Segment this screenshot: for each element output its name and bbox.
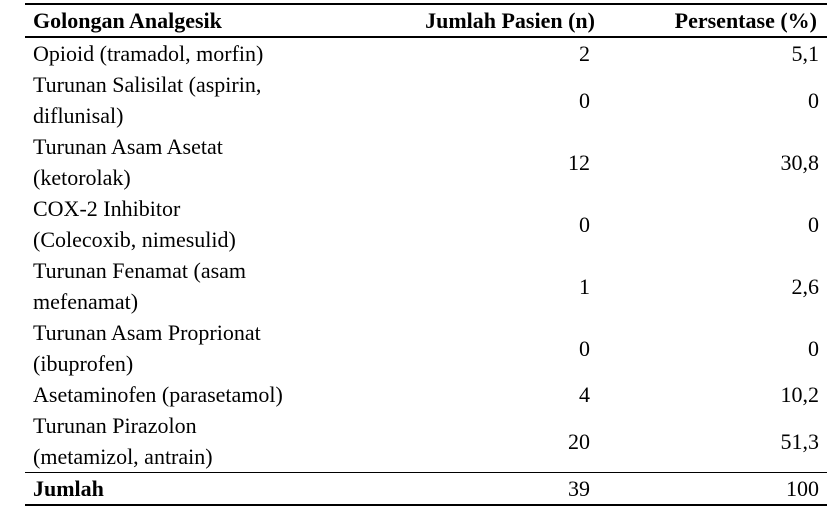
patient-count-cell: 20 <box>568 428 590 454</box>
table-row-cox2-inhibitor: COX-2 Inhibitor (Colecoxib, nimesulid) 0… <box>25 193 827 255</box>
total-label-cell: Jumlah <box>25 472 286 506</box>
patient-count-cell: 0 <box>579 87 590 113</box>
table-row-asam-proprionat: Turunan Asam Proprionat (ibuprofen) 0 0 <box>25 317 827 379</box>
table-row-opioid: Opioid (tramadol, morfin) 2 5,1 <box>25 37 827 69</box>
table-header: Golongan Analgesik Jumlah Pasien (n) Per… <box>25 3 827 38</box>
table-row-pirazolon: Turunan Pirazolon (metamizol, antrain) 2… <box>25 410 827 473</box>
patient-count-cell: 1 <box>579 273 590 299</box>
column-header-jumlah-pasien: Jumlah Pasien (n) <box>286 3 600 38</box>
table-row-asam-asetat: Turunan Asam Asetat (ketorolak) 12 30,8 <box>25 131 827 193</box>
table-row-asetaminofen: Asetaminofen (parasetamol) 4 10,2 <box>25 379 827 410</box>
analgesic-class-table: Golongan Analgesik Jumlah Pasien (n) Per… <box>25 3 827 506</box>
percentage-cell: 10,2 <box>780 382 820 407</box>
percentage-cell: 51,3 <box>780 428 820 454</box>
table-row-fenamat: Turunan Fenamat (asam mefenamat) 1 2,6 <box>25 255 827 317</box>
row-label-cell: Turunan Salisilat (aspirin, diflunisal) <box>33 72 262 128</box>
total-row: Jumlah 39 100 <box>25 472 827 506</box>
patient-count-cell: 2 <box>579 41 590 66</box>
patient-count-cell: 12 <box>568 149 590 175</box>
row-label-cell: Asetaminofen (parasetamol) <box>33 382 283 407</box>
header-row: Golongan Analgesik Jumlah Pasien (n) Per… <box>25 3 827 38</box>
percentage-cell: 0 <box>808 335 819 361</box>
percentage-cell: 0 <box>808 87 819 113</box>
row-label-cell: Opioid (tramadol, morfin) <box>33 41 264 66</box>
total-percentage-cell: 100 <box>600 472 827 506</box>
patient-count-cell: 0 <box>579 211 590 237</box>
total-patient-count-cell: 39 <box>286 472 600 506</box>
percentage-cell: 30,8 <box>780 149 820 175</box>
patient-count-cell: 4 <box>579 382 590 407</box>
column-header-persentase: Persentase (%) <box>600 3 827 38</box>
percentage-cell: 0 <box>808 211 819 237</box>
table-footer: Jumlah 39 100 <box>25 472 827 506</box>
table-row-salisilat: Turunan Salisilat (aspirin, diflunisal) … <box>25 69 827 131</box>
row-label-cell: Turunan Asam Asetat (ketorolak) <box>33 134 223 190</box>
percentage-cell: 2,6 <box>791 273 820 299</box>
row-label-cell: COX-2 Inhibitor (Colecoxib, nimesulid) <box>33 196 236 252</box>
patient-count-cell: 0 <box>579 335 590 361</box>
row-label-cell: Turunan Asam Proprionat (ibuprofen) <box>33 320 261 376</box>
row-label-cell: Turunan Pirazolon (metamizol, antrain) <box>33 413 213 469</box>
column-header-golongan-analgesik: Golongan Analgesik <box>25 3 286 38</box>
row-label-cell: Turunan Fenamat (asam mefenamat) <box>33 258 247 314</box>
percentage-cell: 5,1 <box>791 41 820 66</box>
table-body: Opioid (tramadol, morfin) 2 5,1 Turunan … <box>25 37 827 473</box>
